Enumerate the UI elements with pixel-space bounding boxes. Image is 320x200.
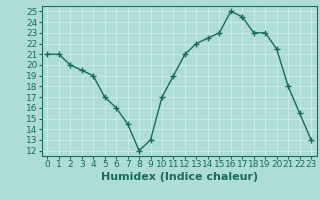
X-axis label: Humidex (Indice chaleur): Humidex (Indice chaleur) bbox=[100, 172, 258, 182]
